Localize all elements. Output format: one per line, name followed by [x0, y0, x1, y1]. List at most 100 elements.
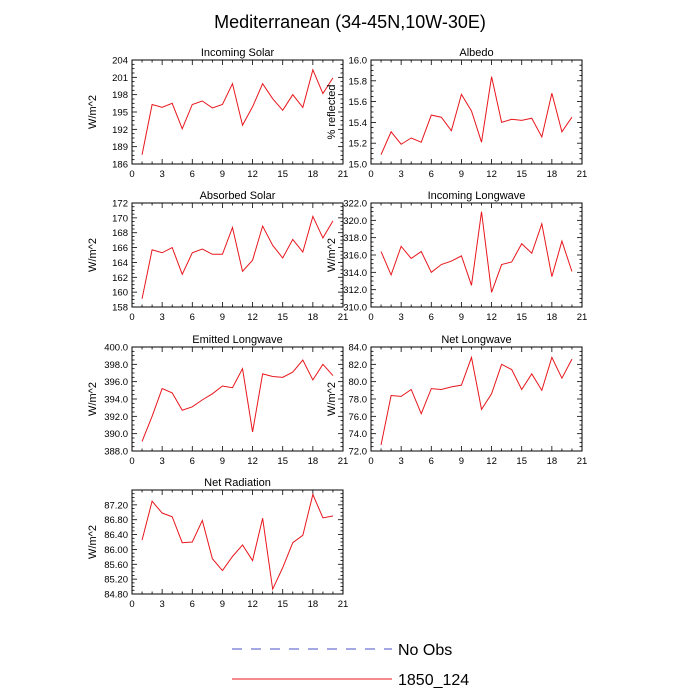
- y-axis-label: % reflected: [326, 84, 338, 139]
- y-tick-label: 15.0: [349, 160, 368, 171]
- y-tick-label: 78.0: [349, 395, 368, 406]
- y-tick-label: 318.0: [343, 233, 367, 244]
- y-tick-label: 85.60: [104, 560, 128, 571]
- x-tick-label: 6: [190, 169, 195, 180]
- panel-title: Emitted Longwave: [192, 334, 283, 346]
- y-tick-label: 201: [112, 73, 128, 84]
- y-tick-label: 322.0: [343, 199, 367, 210]
- x-tick-label: 12: [247, 169, 258, 180]
- x-tick-label: 9: [459, 456, 464, 467]
- x-tick-label: 6: [429, 169, 434, 180]
- legend-label-no-obs: No Obs: [398, 642, 452, 659]
- x-tick-label: 21: [577, 169, 588, 180]
- y-tick-label: 198: [112, 90, 128, 101]
- x-tick-label: 0: [129, 456, 134, 467]
- x-tick-label: 3: [398, 169, 403, 180]
- x-tick-label: 12: [486, 456, 497, 467]
- x-tick-label: 0: [129, 312, 134, 323]
- x-tick-label: 9: [220, 312, 225, 323]
- y-tick-label: 388.0: [104, 447, 128, 458]
- y-tick-label: 86.40: [104, 530, 128, 541]
- x-tick-label: 3: [159, 456, 164, 467]
- x-tick-label: 15: [277, 169, 288, 180]
- panel-3: Absorbed Solar W/m^2 0 3 6 9 12 15 18 21 158 160 162…: [87, 190, 348, 323]
- plot-frame: [370, 346, 583, 452]
- x-tick-label: 15: [516, 169, 527, 180]
- x-tick-label: 15: [516, 312, 527, 323]
- x-tick-label: 6: [190, 312, 195, 323]
- panel-title: Net Longwave: [441, 334, 511, 346]
- panel-1: Incoming Solar W/m^2 0 3 6 9 12 15 18 21 186 189 192…: [87, 47, 348, 180]
- x-tick-label: 9: [459, 312, 464, 323]
- x-tick-label: 18: [308, 456, 319, 467]
- y-tick-label: 392.0: [104, 412, 128, 423]
- y-tick-label: 15.2: [349, 139, 368, 150]
- x-tick-label: 21: [338, 169, 349, 180]
- y-tick-label: 310.0: [343, 303, 367, 314]
- x-tick-label: 18: [547, 312, 558, 323]
- x-tick-label: 9: [220, 456, 225, 467]
- plot-frame: [131, 346, 344, 452]
- y-tick-label: 72.0: [349, 447, 368, 458]
- x-tick-label: 15: [277, 599, 288, 610]
- x-tick-label: 0: [129, 169, 134, 180]
- plot-frame: [370, 59, 583, 165]
- series-line: [141, 492, 334, 591]
- x-tick-label: 18: [308, 169, 319, 180]
- y-tick-label: 15.6: [349, 97, 368, 108]
- x-tick-label: 15: [277, 312, 288, 323]
- x-tick-label: 12: [247, 599, 258, 610]
- x-tick-label: 3: [159, 599, 164, 610]
- x-tick-label: 21: [338, 312, 349, 323]
- x-tick-label: 15: [516, 456, 527, 467]
- series-line: [380, 76, 573, 155]
- plot-frame: [131, 59, 344, 165]
- x-tick-label: 21: [577, 456, 588, 467]
- plot-frame: [131, 202, 344, 308]
- x-tick-label: 9: [220, 599, 225, 610]
- x-tick-label: 3: [398, 312, 403, 323]
- x-tick-label: 12: [247, 312, 258, 323]
- x-tick-label: 18: [308, 312, 319, 323]
- plot-frame: [370, 202, 583, 308]
- x-tick-label: 3: [159, 169, 164, 180]
- y-tick-label: 74.0: [349, 429, 368, 440]
- panel-title: Incoming Solar: [201, 47, 275, 59]
- y-tick-label: 84.0: [349, 343, 368, 354]
- x-tick-label: 9: [220, 169, 225, 180]
- y-tick-label: 168: [112, 228, 128, 239]
- y-tick-label: 15.8: [349, 76, 368, 87]
- x-tick-label: 15: [277, 456, 288, 467]
- y-tick-label: 320.0: [343, 216, 367, 227]
- legend: No Obs 1850_124: [232, 642, 469, 689]
- y-tick-label: 390.0: [104, 429, 128, 440]
- y-tick-label: 162: [112, 273, 128, 284]
- y-tick-label: 85.20: [104, 575, 128, 586]
- y-tick-label: 396.0: [104, 377, 128, 388]
- y-tick-label: 166: [112, 243, 128, 254]
- y-tick-label: 186: [112, 160, 128, 171]
- x-tick-label: 21: [338, 599, 349, 610]
- panel-7: Net Radiation W/m^2 0 3 6 9 12 15 18 21 84.80 85.20…: [87, 477, 348, 610]
- y-tick-label: 172: [112, 199, 128, 210]
- y-tick-label: 160: [112, 288, 128, 299]
- panel-title: Net Radiation: [204, 477, 271, 489]
- series-line: [141, 214, 334, 299]
- series-line: [141, 68, 334, 155]
- x-tick-label: 12: [486, 312, 497, 323]
- y-tick-label: 394.0: [104, 395, 128, 406]
- x-tick-label: 6: [190, 599, 195, 610]
- y-tick-label: 400.0: [104, 343, 128, 354]
- y-tick-label: 82.0: [349, 360, 368, 371]
- y-axis-label: W/m^2: [326, 382, 338, 416]
- y-tick-label: 170: [112, 213, 128, 224]
- y-tick-label: 86.80: [104, 515, 128, 526]
- x-tick-label: 0: [129, 599, 134, 610]
- series-line: [141, 359, 334, 442]
- x-tick-label: 21: [577, 312, 588, 323]
- x-tick-label: 18: [308, 599, 319, 610]
- series-line: [380, 355, 573, 446]
- x-tick-label: 0: [368, 169, 373, 180]
